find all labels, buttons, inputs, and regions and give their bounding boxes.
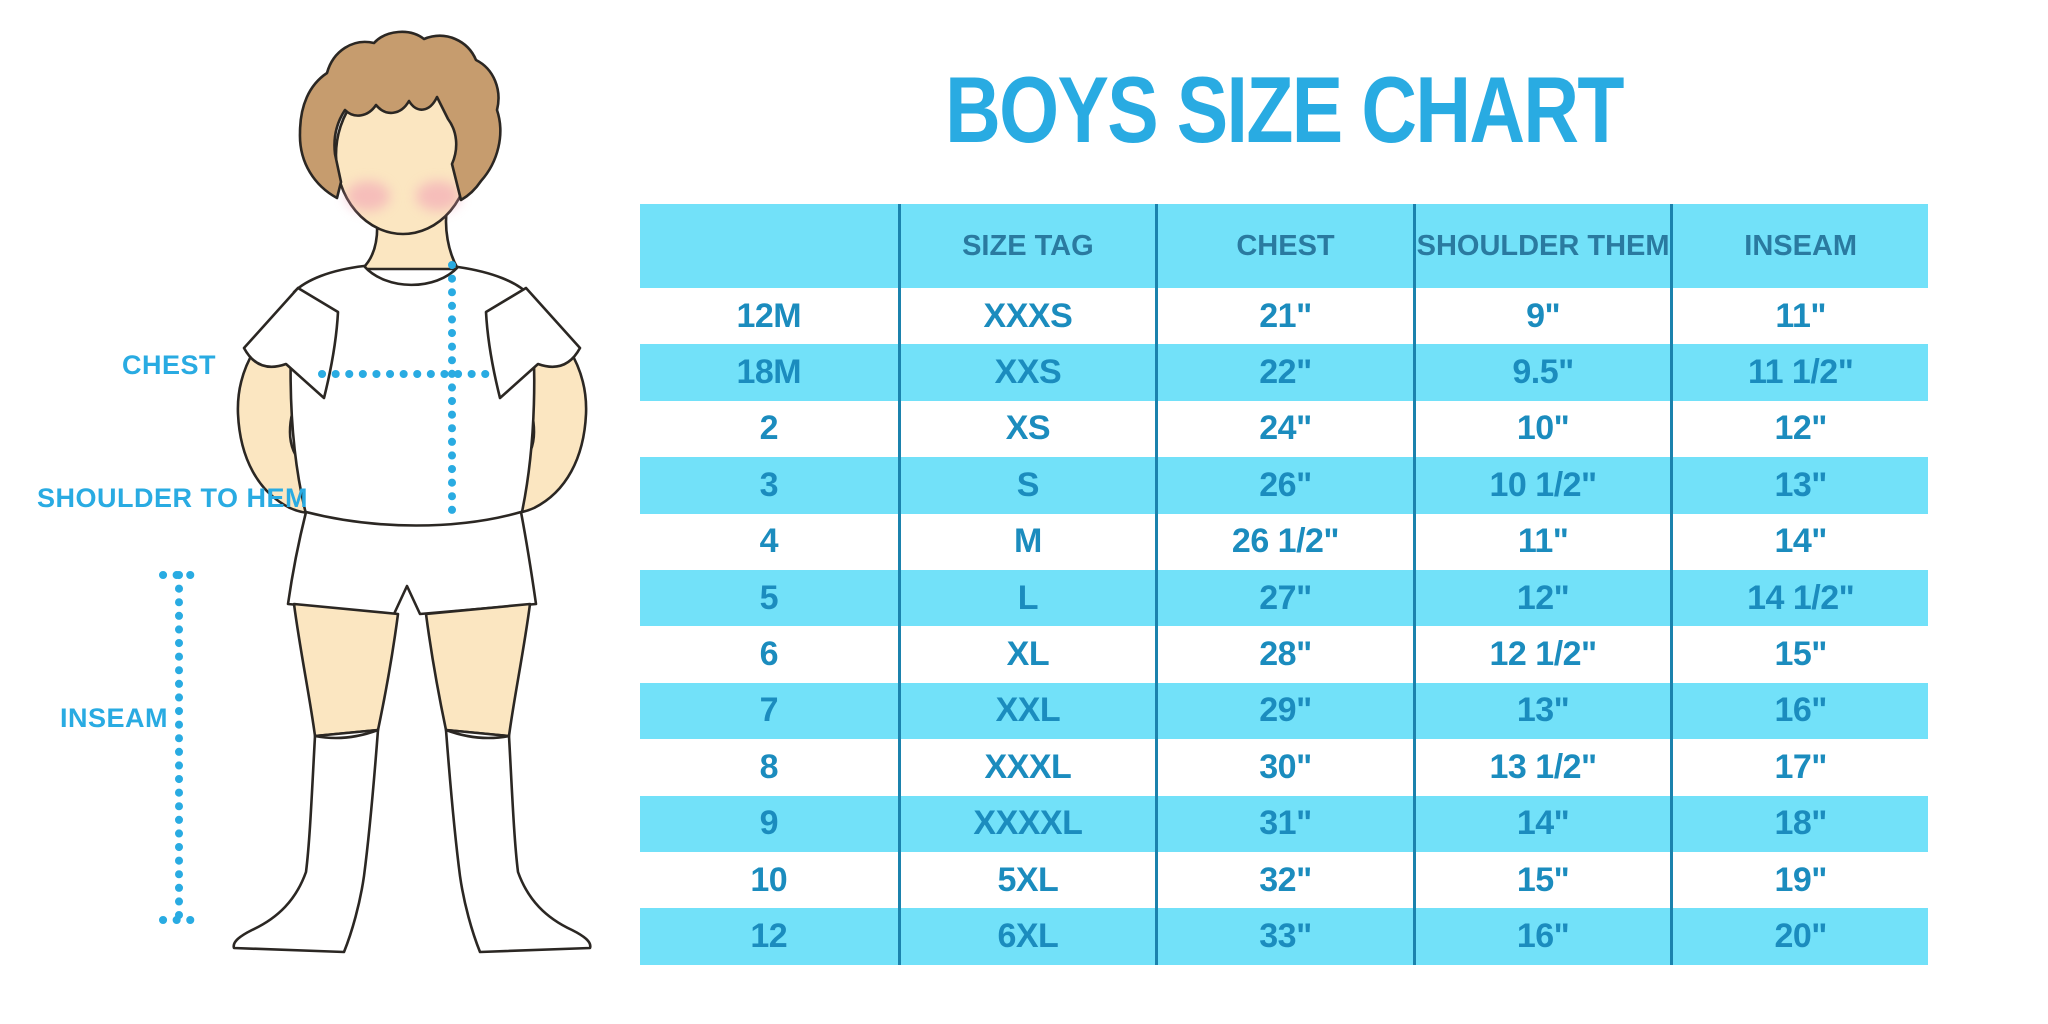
table-cell: 28"	[1155, 626, 1413, 683]
table-cell: 3	[640, 457, 898, 514]
hair	[298, 30, 502, 202]
header-cell: SHOULDER THEM	[1412, 204, 1671, 288]
right-cheek	[416, 181, 460, 211]
table-cell: S	[897, 457, 1156, 514]
table-cell: 16"	[1670, 682, 1928, 740]
table-cell: XS	[897, 400, 1156, 458]
table-cell: 14"	[1412, 795, 1671, 852]
table-cell: 32"	[1155, 851, 1413, 909]
header-cell: SIZE TAG	[897, 204, 1156, 288]
inseam-label: INSEAM	[60, 703, 169, 733]
left-leg	[292, 602, 400, 738]
table-cell: 10	[640, 851, 898, 909]
table-cell: 15"	[1412, 851, 1671, 909]
table-cell: 5	[640, 569, 898, 627]
table-cell: 13 1/2"	[1412, 739, 1671, 796]
table-cell: 14 1/2"	[1670, 569, 1928, 627]
left-cheek	[346, 181, 390, 211]
table-cell: M	[897, 513, 1156, 570]
table-cell: 6XL	[897, 908, 1156, 965]
left-sock-top-line	[314, 728, 379, 740]
table-cell: 9	[640, 795, 898, 852]
table-cell: XXL	[897, 682, 1156, 740]
table-cell: 11"	[1670, 288, 1928, 345]
table-cell: 26 1/2"	[1155, 513, 1413, 570]
header-cell: INSEAM	[1670, 204, 1928, 288]
table-cell: 11"	[1412, 513, 1671, 570]
table-cell: 18"	[1670, 795, 1928, 852]
table-cell: XXXS	[897, 288, 1156, 345]
table-cell: XXXL	[897, 739, 1156, 796]
table-cell: 16"	[1412, 908, 1671, 965]
table-cell: 12 1/2"	[1412, 626, 1671, 683]
right-sleeve	[484, 286, 582, 400]
table-cell: 13"	[1412, 682, 1671, 740]
table-cell: 30"	[1155, 739, 1413, 796]
table-cell: 18M	[640, 344, 898, 401]
shorts	[286, 510, 538, 616]
table-cell: 12	[640, 908, 898, 965]
shoulder-to-hem-label: SHOULDER TO HEM	[37, 483, 309, 513]
table-cell: 12"	[1412, 569, 1671, 627]
table-cell: 12"	[1670, 400, 1928, 458]
table-cell: 29"	[1155, 682, 1413, 740]
left-sock	[232, 728, 380, 954]
right-sock	[444, 728, 592, 954]
table-cell: 19"	[1670, 851, 1928, 909]
table-cell: 10"	[1412, 400, 1671, 458]
chest-label: CHEST	[122, 350, 217, 380]
table-cell: 9"	[1412, 288, 1671, 345]
table-cell: 9.5"	[1412, 344, 1671, 401]
header-cell	[640, 204, 898, 288]
table-cell: 2	[640, 400, 898, 458]
table-cell: 13"	[1670, 457, 1928, 514]
table-cell: 7	[640, 682, 898, 740]
left-sleeve	[242, 286, 340, 400]
table-cell: 6	[640, 626, 898, 683]
table-cell: 5XL	[897, 851, 1156, 909]
table-cell: 24"	[1155, 400, 1413, 458]
table-cell: 14"	[1670, 513, 1928, 570]
table-cell: XL	[897, 626, 1156, 683]
boy-measurement-figure	[159, 30, 592, 954]
table-cell: 12M	[640, 288, 898, 345]
right-leg	[424, 602, 532, 738]
table-cell: 31"	[1155, 795, 1413, 852]
table-cell: 22"	[1155, 344, 1413, 401]
right-sock-top-line	[445, 728, 510, 740]
table-cell: XXS	[897, 344, 1156, 401]
table-cell: L	[897, 569, 1156, 627]
table-cell: 17"	[1670, 739, 1928, 796]
table-cell: 33"	[1155, 908, 1413, 965]
table-cell: 4	[640, 513, 898, 570]
table-cell: 21"	[1155, 288, 1413, 345]
table-cell: XXXXL	[897, 795, 1156, 852]
size-table: SIZE TAG CHEST SHOULDER THEM INSEAM 12M XXXS 2…	[640, 204, 1928, 965]
table-cell: 8	[640, 739, 898, 796]
table-cell: 27"	[1155, 569, 1413, 627]
table-cell: 15"	[1670, 626, 1928, 683]
table-cell: 10 1/2"	[1412, 457, 1671, 514]
table-cell: 26"	[1155, 457, 1413, 514]
page-title: BOYS SIZE CHART	[945, 57, 1624, 162]
table-cell: 11 1/2"	[1670, 344, 1928, 401]
table-cell: 20"	[1670, 908, 1928, 965]
header-cell: CHEST	[1155, 204, 1413, 288]
